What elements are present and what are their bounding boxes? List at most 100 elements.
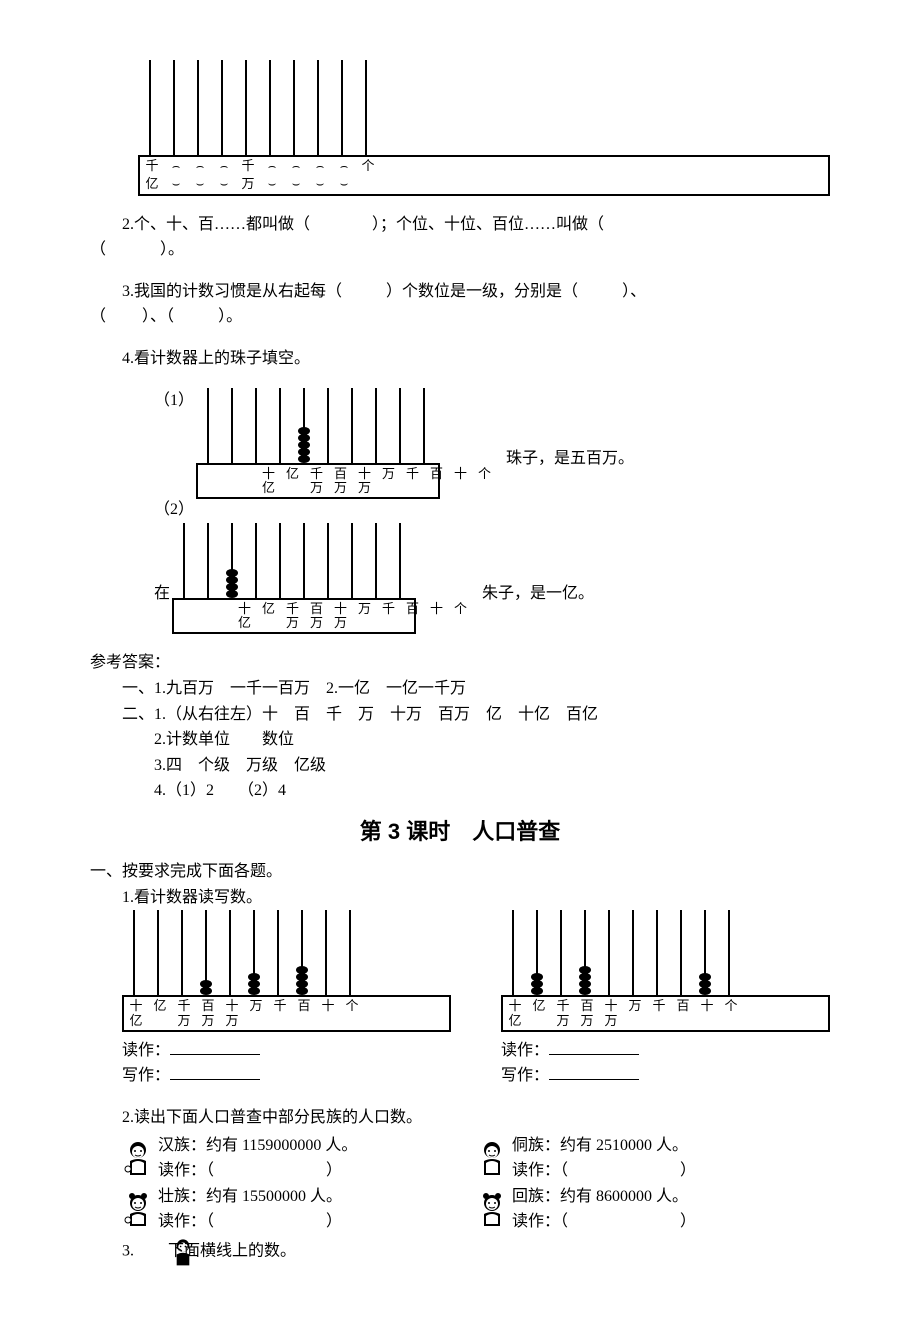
abacus-label: 千万 <box>172 997 196 1030</box>
abacus-label: 万 <box>294 600 318 633</box>
abacus-label: 个 <box>719 997 743 1030</box>
abacus-rod <box>196 523 220 598</box>
abacus-label-top: ⌢ <box>284 157 308 175</box>
lesson3-q1-title: 1.看计数器读写数。 <box>90 885 830 911</box>
abacus-label: 千 <box>342 465 366 498</box>
q4-sub1-right: 珠子，是五百万。 <box>442 446 634 472</box>
abacus-label-top: ⌢ <box>308 157 332 175</box>
hui-read: 读作：（ <box>512 1213 568 1230</box>
answer-3: 2.计数单位 数位 <box>90 727 830 753</box>
abacus-label: 百 <box>342 600 366 633</box>
abacus-label: 十万 <box>294 465 318 498</box>
lesson3-title: 第 3 课时 人口普查 <box>90 814 830 849</box>
abacus-rod <box>364 523 388 598</box>
abacus-rod <box>549 910 573 995</box>
abacus-label-bot: ⌣ <box>212 175 236 193</box>
abacus-label: 千 <box>318 600 342 633</box>
abacus-label: 万 <box>318 465 342 498</box>
abacus-rod <box>292 523 316 598</box>
q3-rest: 下面横线上的数。 <box>168 1243 296 1260</box>
abacus-label: 百万 <box>196 997 220 1030</box>
answer-4: 3.四 个级 万级 亿级 <box>90 753 830 779</box>
q2-text-a: 2.个、十、百……都叫做（ <box>122 216 310 233</box>
q4-sub2-right: 朱子，是一亿。 <box>418 581 594 607</box>
abacus-rod <box>266 910 290 995</box>
abacus-rod <box>268 523 292 598</box>
q2-blank-1 <box>314 216 368 233</box>
abacus-label: 千万 <box>551 997 575 1030</box>
abacus-rod <box>220 388 244 463</box>
lesson3-q1-abaci: 十亿亿千万百万十万万千百十个 读作： 写作： 十亿亿千万百万十万万千百十个 读作… <box>122 910 830 1089</box>
abacus-rod <box>314 910 338 995</box>
q2-text-b: ）；个位、十位、百位……叫做（ <box>372 216 604 233</box>
answer-1: 一、1.九百万 一千一百万 2.一亿 一亿一千万 <box>90 676 830 702</box>
q3-c: ）、（ <box>142 308 174 325</box>
abacus-label: 十 <box>390 465 414 498</box>
abacus-label-bot: ⌣ <box>260 175 284 193</box>
write-blank-b <box>549 1063 639 1080</box>
abacus-label-bot: 万 <box>236 175 260 193</box>
zhuang-label: 壮族：约有 15500000 人。 <box>158 1184 342 1210</box>
abacus-label: 千 <box>647 997 671 1030</box>
abacus-label: 百 <box>366 465 390 498</box>
abacus-rod <box>282 60 306 155</box>
answers-heading: 参考答案： <box>90 650 830 676</box>
lesson3-q3: 3. 下面横线上的数。 <box>90 1237 830 1267</box>
abacus-label-bot <box>356 175 380 193</box>
lesson3-q2-grid: 汉族：约有 1159000000 人。 读作：（ ） 侗族：约有 2510000… <box>122 1133 830 1235</box>
abacus-rod <box>693 910 717 995</box>
abacus-bead <box>579 987 591 995</box>
abacus-label: 十 <box>366 600 390 633</box>
abacus-label: 百万 <box>270 465 294 498</box>
abacus-label: 千万 <box>222 600 246 633</box>
question-2: 2.个、十、百……都叫做（ ）；个位、十位、百位……叫做（ （ ）。 <box>90 212 830 263</box>
abacus-label-top: ⌢ <box>260 157 284 175</box>
q3-b: ）个数位是一级，分别是（ <box>386 283 578 300</box>
abacus-bead <box>200 987 212 995</box>
abacus-rod <box>340 388 364 463</box>
han-label: 汉族：约有 1159000000 人。 <box>158 1133 357 1159</box>
lesson3-q2-title: 2.读出下面人口普查中部分民族的人口数。 <box>90 1105 830 1131</box>
question-3: 3.我国的计数习惯是从右起每（ ）个数位是一级，分别是（ ）、 （ ）、（ ）。 <box>90 279 830 330</box>
q3-d: ）。 <box>218 308 242 325</box>
abacus-rod <box>597 910 621 995</box>
zhuang-read: 读作：（ <box>158 1213 214 1230</box>
abacus-bead <box>226 590 238 598</box>
abacus-rod <box>364 388 388 463</box>
abacus-rod <box>146 910 170 995</box>
write-label-a: 写作： <box>122 1067 170 1084</box>
abacus-label: 个 <box>390 600 414 633</box>
q4-sub2-left: 在 <box>90 581 170 607</box>
q2-blank-2 <box>106 241 160 258</box>
abacus-label: 亿 <box>222 465 246 498</box>
abacus-label-bot: ⌣ <box>284 175 308 193</box>
abacus-label: 十亿 <box>503 997 527 1030</box>
abacus-rod <box>268 388 292 463</box>
abacus-rod <box>412 388 436 463</box>
abacus-label-top: ⌢ <box>188 157 212 175</box>
abacus-rod <box>196 388 220 463</box>
abacus-rod <box>306 60 330 155</box>
read-label-b: 读作： <box>501 1042 549 1059</box>
lesson3-sec1: 一、按要求完成下面各题。 <box>90 859 830 885</box>
abacus-label: 十万 <box>220 997 244 1030</box>
abacus-label: 万 <box>244 997 268 1030</box>
avatar-girl-1 <box>122 1190 154 1228</box>
abacus-rod <box>210 60 234 155</box>
answer-2: 二、1.（从右往左）十 百 千 万 十万 百万 亿 十亿 百亿 <box>90 702 830 728</box>
abacus-rod <box>330 60 354 155</box>
q2-text-c: ）。 <box>160 241 184 258</box>
abacus-label-top: ⌢ <box>332 157 356 175</box>
abacus-label: 千万 <box>246 465 270 498</box>
abacus-label: 亿 <box>148 997 172 1030</box>
abacus-top: 千⌢⌢⌢千⌢⌢⌢⌢个亿⌣⌣⌣万⌣⌣⌣⌣ <box>138 60 830 196</box>
abacus-label-top: ⌢ <box>212 157 236 175</box>
abacus-label: 百 <box>292 997 316 1030</box>
hui-label: 回族：约有 8600000 人。 <box>512 1184 696 1210</box>
abacus-label-top: 千 <box>236 157 260 175</box>
read-label-a: 读作： <box>122 1042 170 1059</box>
dong-label: 侗族：约有 2510000 人。 <box>512 1133 696 1159</box>
abacus-rod <box>138 60 162 155</box>
abacus-label: 亿 <box>527 997 551 1030</box>
abacus-label: 亿 <box>198 600 222 633</box>
